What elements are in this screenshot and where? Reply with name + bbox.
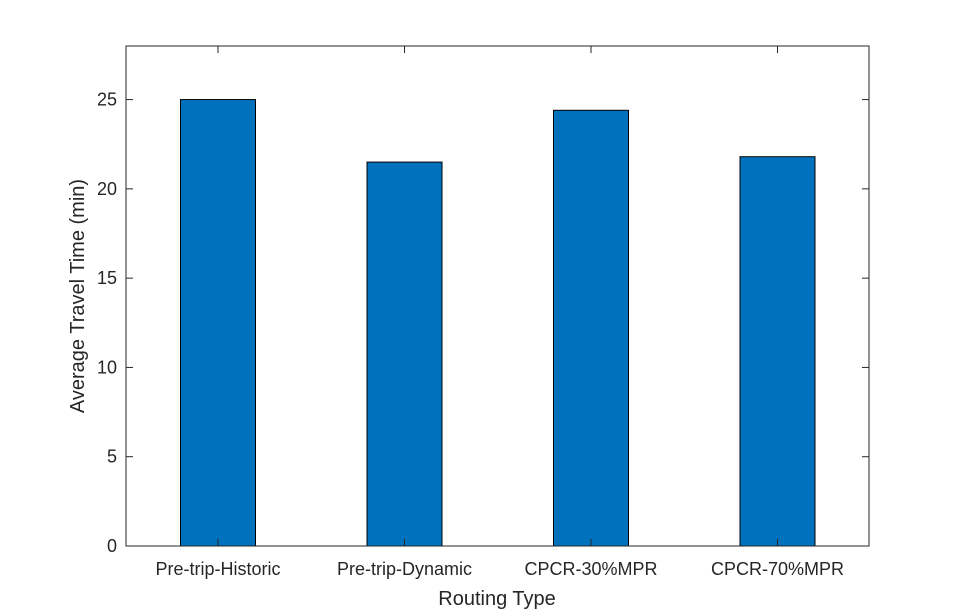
x-axis-label: Routing Type xyxy=(438,588,556,610)
y-tick-label: 20 xyxy=(97,179,117,199)
bar-1 xyxy=(180,99,256,547)
x-axis-ticks: Pre-trip-Historic Pre-trip-Dynamic CPCR-30… xyxy=(155,46,844,579)
bar-4 xyxy=(739,156,816,547)
y-tick-label: 0 xyxy=(107,536,117,556)
y-tick-label: 5 xyxy=(107,447,117,467)
y-axis-ticks: 0 5 10 15 20 25 xyxy=(97,90,869,556)
y-tick-label: 25 xyxy=(97,90,117,110)
plot-frame xyxy=(125,45,870,547)
bar-2 xyxy=(366,161,443,547)
bar-3 xyxy=(553,109,629,547)
x-tick-label: Pre-trip-Dynamic xyxy=(337,559,472,579)
bars-group xyxy=(180,99,816,547)
x-tick-label: CPCR-70%MPR xyxy=(711,559,844,579)
y-axis-label: Average Travel Time (min) xyxy=(67,179,89,413)
y-tick-label: 10 xyxy=(97,357,117,377)
x-tick-label: CPCR-30%MPR xyxy=(524,559,657,579)
y-tick-label: 15 xyxy=(97,268,117,288)
x-tick-label: Pre-trip-Historic xyxy=(155,559,280,579)
